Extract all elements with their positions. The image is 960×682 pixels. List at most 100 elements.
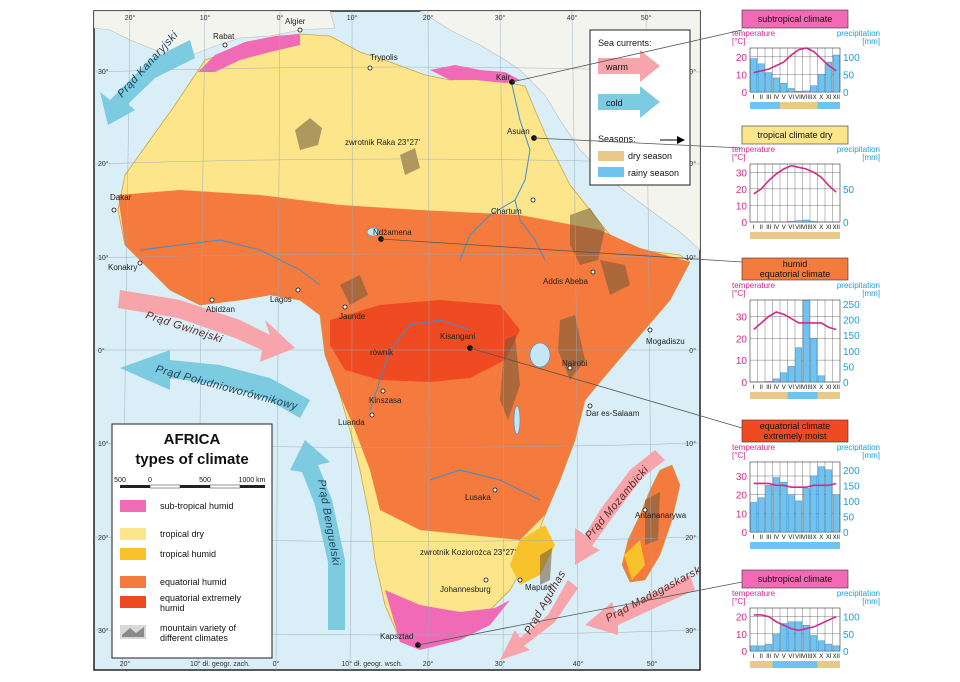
legend-item: sub-tropical humid: [120, 500, 234, 512]
season-cell: [832, 392, 840, 399]
city-label: Algier: [285, 17, 306, 26]
month-label: XI: [826, 225, 832, 231]
season-cell: [765, 392, 773, 399]
prec-tick-label: 200: [843, 466, 860, 477]
legend-swatch: [120, 576, 146, 588]
city-label: Dar es-Salaam: [586, 409, 640, 418]
city-label: Lagos: [270, 295, 292, 304]
precipitation-bar: [787, 88, 795, 93]
temp-tick-label: 10: [736, 630, 748, 641]
grid-top-label: 30°: [495, 14, 506, 22]
season-cell: [757, 392, 765, 399]
temperature-line: [753, 164, 837, 195]
prec-tick-label: 100: [843, 613, 860, 624]
tropic-capricorn-label: zwrotnik Koziorożca 23°27': [420, 548, 516, 557]
zone-subtropical-nw: [198, 34, 300, 72]
season-cell: [825, 392, 833, 399]
grid-left-label: 30°: [98, 627, 109, 635]
prec-tick-label: 0: [843, 647, 849, 658]
currents-seasons-box: Sea currents: warm cold Seasons: dry sea…: [589, 29, 691, 186]
season-cell: [795, 102, 803, 109]
temp-tick-label: 10: [736, 356, 748, 367]
city-dot-icon: [642, 507, 648, 513]
grid-left-label: 20°: [98, 160, 109, 168]
season-cell: [810, 542, 818, 549]
city-label: Asuan: [507, 127, 530, 136]
precipitation-bar: [780, 82, 788, 93]
city-21: Maputo: [517, 577, 552, 592]
legend-swatch: [120, 596, 146, 608]
city-dot-icon: [590, 269, 596, 275]
legend-subtitle: types of climate: [135, 451, 248, 468]
month-label: IX: [811, 95, 817, 101]
zone-subtropical-ne: [430, 65, 520, 83]
temp-tick-label: 30: [736, 168, 748, 179]
season-cell: [810, 232, 818, 239]
precipitation-bar: [780, 482, 788, 533]
temperature-axis-label: temperature: [732, 443, 776, 452]
precipitation-bar: [757, 63, 765, 93]
city-9: Addis Abeba: [543, 269, 596, 286]
precipitation-bar: [795, 347, 803, 383]
legend-label: mountain variety of: [160, 623, 237, 633]
city-dot-icon: [342, 304, 348, 310]
season-cell: [795, 232, 803, 239]
madagascar-south-zone: [624, 540, 645, 580]
temp-tick-label: 20: [736, 613, 748, 624]
month-label: VIII: [802, 535, 811, 541]
season-cell: [772, 102, 780, 109]
month-label: I: [753, 654, 755, 660]
legend-label: sub-tropical humid: [160, 501, 234, 511]
month-label: X: [819, 535, 823, 541]
temp-tick-label: 30: [736, 472, 748, 483]
city-label: Johannesburg: [440, 585, 491, 594]
precipitation-bar: [780, 372, 788, 383]
precipitation-unit: [mm]: [862, 451, 880, 460]
precipitation-bar: [810, 635, 818, 652]
season-cell: [802, 661, 810, 668]
grid-right-label: 30°: [685, 627, 696, 635]
city-dot-icon: [380, 388, 386, 394]
month-label: VI: [788, 225, 794, 231]
mountain-icon: [122, 627, 144, 637]
prec-tick-label: 50: [843, 70, 855, 81]
season-cell: [832, 102, 840, 109]
grid-bottom-label: 10° dł. geogr. zach.: [190, 660, 250, 668]
grid-bottom-label: 20°: [423, 660, 434, 668]
temperature-unit: [°C]: [732, 597, 745, 606]
precipitation-bar: [750, 645, 758, 652]
month-label: XII: [833, 654, 841, 660]
month-label: I: [753, 535, 755, 541]
season-cell: [780, 232, 788, 239]
warm-current-label: warm: [605, 62, 628, 72]
season-cell: [817, 392, 825, 399]
legend-swatch: [120, 500, 146, 512]
city-label: Nairobi: [562, 359, 588, 368]
precipitation-bar: [795, 220, 803, 223]
grid-bottom-label: 30°: [495, 660, 506, 668]
city-dot-icon: [222, 42, 228, 48]
legend-label-cont: different climates: [160, 633, 228, 643]
temperature-unit: [°C]: [732, 451, 745, 460]
month-label: XI: [826, 535, 832, 541]
climate-chart-4: subtropical climate temperature[°C] precip…: [732, 569, 880, 668]
season-cell: [780, 542, 788, 549]
month-label: IV: [773, 535, 779, 541]
city-18: Luanda: [338, 412, 375, 427]
prec-tick-label: 100: [843, 497, 860, 508]
season-cell: [750, 661, 758, 668]
month-label: VIII: [802, 654, 811, 660]
city-dot-icon: [567, 365, 573, 371]
temp-tick-label: 0: [741, 378, 747, 389]
canary-current-arrow: [100, 40, 195, 125]
legend-label-cont: humid: [160, 603, 185, 613]
season-cell: [825, 542, 833, 549]
tropic-cancer-label: zwrotnik Raka 23°27': [345, 138, 420, 147]
chart-title-box: [741, 257, 849, 281]
zone-equatorial-extreme: [330, 300, 520, 382]
grid-left-label: 10°: [98, 440, 109, 448]
precipitation-bar: [795, 500, 803, 533]
month-label: II: [760, 535, 764, 541]
